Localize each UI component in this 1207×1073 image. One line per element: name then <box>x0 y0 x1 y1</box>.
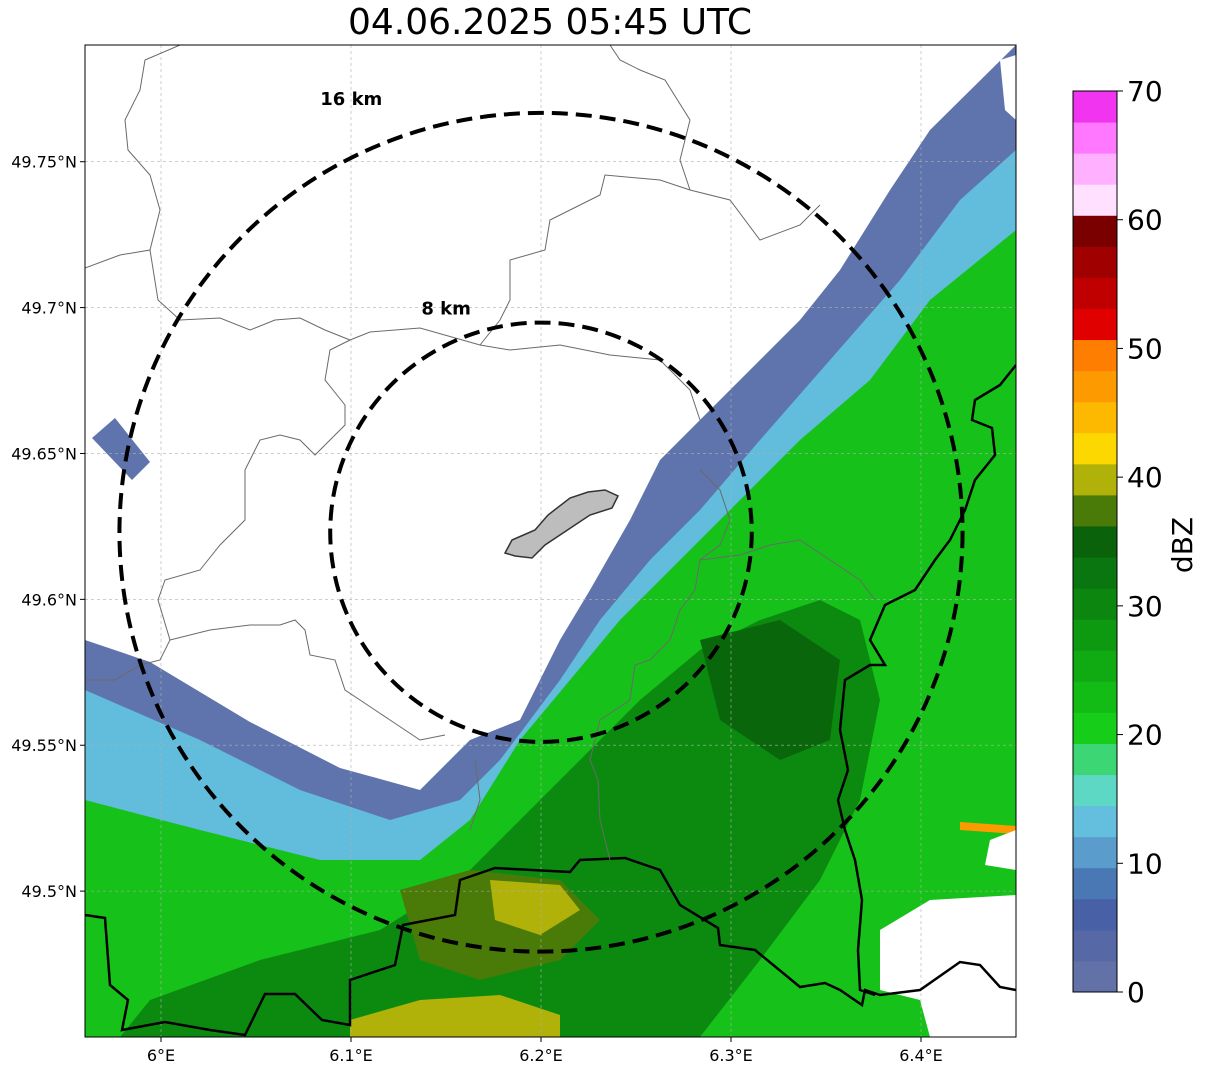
lat-tick-label-3: 49.65°N <box>11 444 77 463</box>
clear-gap-east <box>985 830 1016 870</box>
colorbar-tick-label-4: 40 <box>1127 461 1163 494</box>
lon-tick-label-4: 6.4°E <box>899 1046 943 1065</box>
colorbar-segment-16 <box>1073 463 1117 496</box>
lat-tick-label-4: 49.7°N <box>21 299 77 318</box>
colorbar-segment-13 <box>1073 557 1117 589</box>
colorbar-segment-24 <box>1073 215 1117 247</box>
echo-band-dark-green <box>120 600 880 1037</box>
colorbar-segment-9 <box>1073 681 1117 713</box>
longitude-ticks: 6°E 6.1°E 6.2°E 6.3°E 6.4°E <box>147 1037 943 1065</box>
range-ring-label-16km: 16 km <box>320 89 382 110</box>
colorbar-segment-22 <box>1073 277 1117 309</box>
colorbar-tick-label-6: 60 <box>1127 204 1163 237</box>
lat-tick-label-0: 49.5°N <box>21 882 77 901</box>
range-ring-labels: 8 km 16 km <box>320 89 471 320</box>
colorbar-segment-25 <box>1073 184 1117 216</box>
colorbar-segment-15 <box>1073 494 1117 527</box>
echo-core-yellow <box>490 880 580 935</box>
colorbar-segment-5 <box>1073 805 1117 838</box>
colorbar-segment-26 <box>1073 153 1117 185</box>
colorbar-tick-label-1: 10 <box>1127 847 1163 880</box>
colorbar-ticks: 0 10 20 30 40 50 60 70 <box>1117 75 1163 1009</box>
colorbar-segment-7 <box>1073 743 1117 776</box>
colorbar-tick-label-2: 20 <box>1127 719 1163 752</box>
colorbar-segment-23 <box>1073 246 1117 278</box>
colorbar-frame <box>1072 90 1118 993</box>
colorbar-segment-0 <box>1073 960 1117 993</box>
colorbar-segment-17 <box>1073 432 1117 465</box>
echo-strip-east-orange <box>960 822 1016 834</box>
map-title: 04.06.2025 05:45 UTC <box>347 2 753 43</box>
range-rings <box>117 110 965 954</box>
echo-core-yellow-south <box>350 995 560 1037</box>
colorbar-segment-1 <box>1073 929 1117 962</box>
colorbar-segment-3 <box>1073 867 1117 900</box>
colorbar-segment-12 <box>1073 588 1117 620</box>
lat-tick-label-2: 49.6°N <box>21 590 77 609</box>
colorbar-tick-label-3: 30 <box>1127 590 1163 623</box>
range-ring-label-8km: 8 km <box>421 299 471 320</box>
lon-tick-label-3: 6.3°E <box>709 1046 753 1065</box>
colorbar-segment-14 <box>1073 525 1117 558</box>
colorbar-segment-19 <box>1073 370 1117 403</box>
border-france-luxembourg <box>85 856 1016 1037</box>
echo-core-darkest <box>700 620 840 760</box>
clear-gap-southeast <box>880 895 1016 1037</box>
map-frame <box>84 44 1017 1038</box>
colorbar-segment-11 <box>1073 619 1117 651</box>
colorbar-segment-4 <box>1073 836 1117 869</box>
colorbar-segment-18 <box>1073 401 1117 434</box>
radar-reflectivity-layer <box>85 45 1016 1037</box>
colorbar-tick-label-7: 70 <box>1127 75 1163 108</box>
lon-tick-label-2: 6.2°E <box>519 1046 563 1065</box>
lon-tick-label-1: 6.1°E <box>329 1046 373 1065</box>
lake-feature <box>503 489 620 559</box>
lat-tick-label-5: 49.75°N <box>11 153 77 172</box>
range-ring-16km <box>117 110 965 954</box>
colorbar-segment-28 <box>1073 91 1117 123</box>
colorbar-segment-6 <box>1073 774 1117 807</box>
border-germany-luxembourg <box>836 364 1016 997</box>
clear-gap-northeast <box>1000 55 1016 120</box>
commune-boundaries <box>85 45 876 861</box>
echo-blob-west <box>92 418 150 480</box>
colorbar-segment-2 <box>1073 898 1117 931</box>
colorbar-tick-label-5: 50 <box>1127 332 1163 365</box>
colorbar-tick-label-0: 0 <box>1127 976 1145 1009</box>
latitude-ticks: 49.5°N 49.55°N 49.6°N 49.65°N 49.7°N 49.75°N <box>11 153 85 901</box>
colorbar-label: dBZ <box>1166 517 1199 573</box>
colorbar-segment-10 <box>1073 650 1117 682</box>
colorbar-segment-27 <box>1073 122 1117 154</box>
colorbar-segment-21 <box>1073 308 1117 341</box>
colorbar-segment-8 <box>1073 712 1117 744</box>
range-ring-8km <box>328 320 754 744</box>
colorbar-segment-20 <box>1073 339 1117 372</box>
country-borders <box>85 364 1016 1037</box>
colorbar <box>1072 90 1118 993</box>
lon-tick-label-0: 6°E <box>147 1046 175 1065</box>
lat-tick-label-1: 49.55°N <box>11 736 77 755</box>
